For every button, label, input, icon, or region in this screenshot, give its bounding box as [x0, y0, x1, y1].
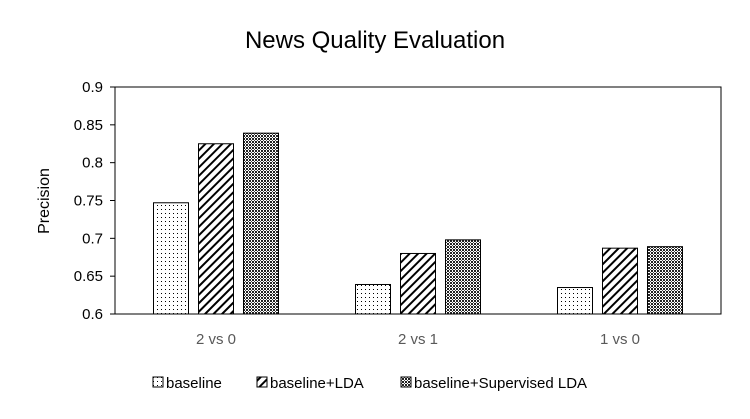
x-axis-categories: 2 vs 0 2 vs 1 1 vs 0 [196, 331, 640, 348]
bar-diagonal [400, 252, 436, 315]
bar-dots [355, 283, 391, 315]
bar-crosshatch [243, 132, 279, 315]
y-tick-label: 0.9 [82, 79, 103, 96]
bar-diagonal [198, 143, 234, 315]
legend: baseline baseline+LDA baseline+Supervised … [152, 375, 587, 392]
legend-label: baseline+Supervised LDA [414, 375, 587, 392]
bar-dots [153, 202, 189, 315]
chart-title: News Quality Evaluation [245, 27, 505, 54]
bar-dots [557, 287, 593, 315]
y-tick-label: 0.6 [82, 306, 103, 323]
y-tick-label: 0.75 [74, 193, 103, 210]
y-tick-label: 0.85 [74, 117, 103, 134]
y-tick-label: 0.7 [82, 230, 103, 247]
legend-swatch-diagonal [256, 376, 268, 388]
bar-diagonal [602, 247, 638, 315]
x-category-label: 2 vs 1 [398, 331, 438, 348]
bar-crosshatch [445, 239, 481, 315]
legend-swatch-crosshatch [400, 376, 412, 388]
x-category-label: 1 vs 0 [600, 331, 640, 348]
legend-label: baseline [166, 375, 222, 392]
y-tick-label: 0.65 [74, 268, 103, 285]
bar-crosshatch [647, 246, 683, 315]
bars [153, 132, 683, 315]
legend-label: baseline+LDA [270, 375, 364, 392]
y-tick-label: 0.8 [82, 155, 103, 172]
x-category-label: 2 vs 0 [196, 331, 236, 348]
legend-swatch-dots [152, 376, 164, 388]
y-axis-ticks: 0.6 0.65 0.7 0.75 0.8 0.85 0.9 [74, 79, 115, 323]
y-axis-label: Precision [36, 168, 53, 234]
